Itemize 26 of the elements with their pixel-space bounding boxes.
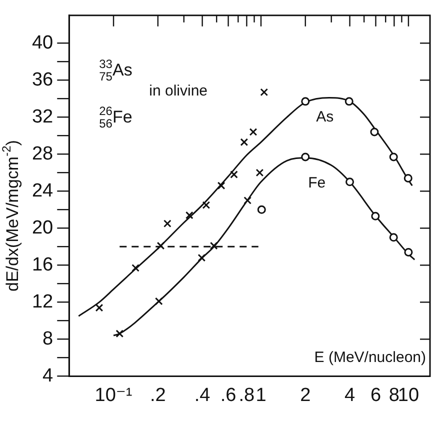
x-tick-label: 10 (398, 384, 420, 406)
y-tick-label: 8 (42, 328, 54, 350)
x-tick-label: 1 (256, 384, 266, 406)
y-tick-label: 4 (42, 365, 54, 386)
x-tick-label: 4 (344, 384, 356, 406)
x-tick-label: 6 (370, 384, 382, 406)
y-tick-label: 16 (32, 254, 54, 276)
x-tick-label: .8 (238, 384, 255, 406)
x-tick-label: .4 (194, 384, 211, 406)
y-tick-label: 40 (32, 32, 54, 54)
y-tick-label: 12 (32, 291, 54, 312)
annotation: Fe (308, 174, 326, 192)
y-tick-label: 36 (32, 69, 54, 90)
y-tick-label: 20 (32, 217, 54, 238)
y-tick-label: 32 (32, 106, 54, 128)
annotation: As (316, 108, 334, 126)
x-tick-label: 2 (300, 384, 311, 406)
x-tick-label: 10⁻¹ (94, 384, 132, 406)
x-tick-label: .6 (220, 384, 236, 406)
x-tick-label: 8 (388, 384, 400, 406)
annotation: in olivine (149, 82, 208, 100)
y-axis-title: dE/dx(MeV/mgcm-2) (0, 140, 22, 292)
x-axis-title: E (MeV/nucleon) (314, 349, 426, 366)
y-tick-label: 28 (32, 143, 54, 164)
y-tick-label: 24 (32, 180, 54, 202)
x-tick-label: .2 (150, 384, 166, 406)
